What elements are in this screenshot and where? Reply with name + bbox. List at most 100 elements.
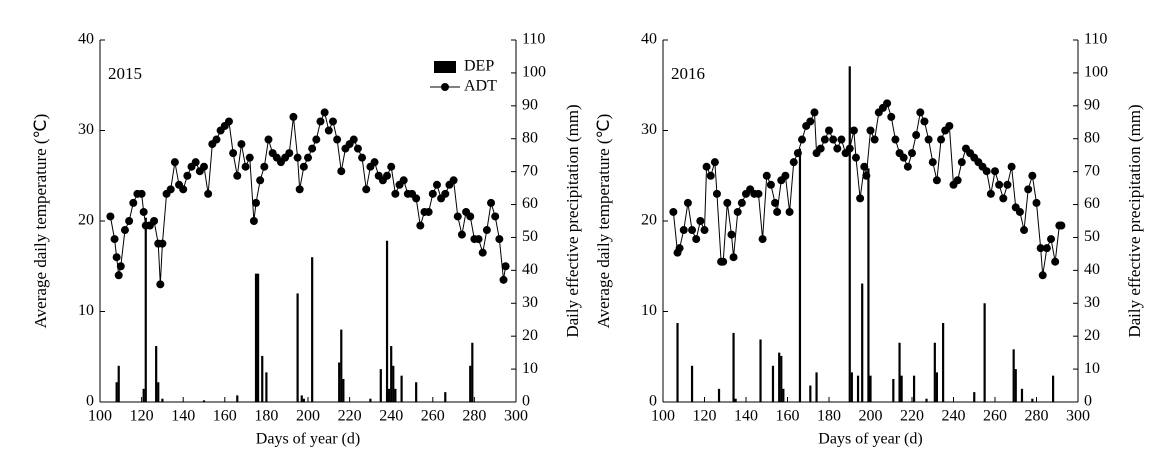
bar — [390, 346, 393, 402]
point — [773, 207, 782, 216]
x-tick-label: 300 — [504, 408, 528, 425]
bar — [236, 395, 239, 402]
point — [474, 235, 483, 244]
bar — [142, 388, 145, 402]
legend-label: DEP — [464, 58, 494, 75]
point — [457, 230, 466, 239]
point — [833, 144, 842, 153]
point — [166, 185, 175, 194]
point — [412, 194, 421, 203]
point — [114, 271, 123, 280]
y-tick-label: 10 — [78, 302, 94, 319]
point — [260, 162, 269, 171]
point — [793, 149, 802, 158]
x-tick-label: 300 — [1066, 408, 1090, 425]
x-axis-label: Days of year (d) — [818, 431, 922, 448]
point — [986, 189, 995, 198]
point — [200, 162, 208, 171]
bar — [759, 339, 762, 402]
y2-tick-label: 100 — [1084, 64, 1108, 81]
point — [241, 162, 250, 171]
point — [137, 189, 146, 198]
bar — [157, 382, 160, 402]
point — [183, 171, 192, 180]
point — [781, 171, 790, 180]
bar — [850, 372, 853, 402]
bar — [415, 382, 418, 402]
point — [737, 198, 746, 207]
y2-tick-label: 50 — [1084, 228, 1100, 245]
point — [789, 158, 798, 167]
point — [1047, 235, 1056, 244]
point — [683, 198, 692, 207]
y2-tick-label: 40 — [1084, 261, 1100, 278]
bar — [302, 398, 305, 402]
point — [758, 235, 767, 244]
bar — [340, 329, 343, 402]
point — [453, 212, 462, 221]
point — [120, 226, 129, 235]
legend-swatch — [434, 61, 456, 73]
bar — [898, 342, 901, 402]
bar — [265, 372, 268, 402]
point — [928, 158, 937, 167]
y2-axis-label: Daily effective precipitation (mm) — [1125, 104, 1144, 337]
y2-tick-label: 110 — [1084, 31, 1107, 48]
point — [304, 153, 312, 162]
y2-tick-label: 10 — [522, 360, 538, 377]
y-tick-label: 0 — [86, 393, 94, 410]
y2-tick-label: 70 — [522, 162, 538, 179]
point — [916, 108, 925, 117]
bar — [771, 365, 775, 402]
x-tick-label: 160 — [776, 408, 800, 425]
point — [982, 167, 991, 176]
point — [125, 217, 134, 225]
bar — [155, 346, 158, 402]
point — [766, 180, 775, 189]
bar — [1012, 349, 1015, 402]
point — [308, 144, 317, 153]
bar — [815, 372, 818, 402]
bar — [254, 273, 258, 402]
point — [1057, 221, 1066, 230]
x-tick-label: 120 — [130, 408, 154, 425]
point — [466, 212, 475, 221]
point — [1020, 226, 1029, 235]
y2-tick-label: 40 — [522, 261, 538, 278]
y2-tick-label: 100 — [522, 64, 546, 81]
bar — [867, 168, 870, 402]
point — [995, 180, 1004, 189]
point — [370, 158, 379, 167]
bar — [144, 217, 147, 402]
x-tick-label: 260 — [983, 408, 1007, 425]
bar — [471, 342, 474, 402]
point — [903, 162, 912, 171]
x-tick-label: 140 — [171, 408, 195, 425]
bar — [848, 66, 851, 402]
point — [264, 135, 273, 144]
point — [495, 235, 504, 244]
point — [899, 153, 908, 162]
point — [441, 189, 450, 198]
point — [249, 217, 258, 225]
bar — [1031, 398, 1034, 402]
bar — [856, 375, 860, 402]
point — [204, 189, 213, 198]
point — [116, 262, 125, 271]
bar — [115, 382, 118, 402]
bar — [798, 148, 802, 402]
point — [289, 112, 298, 121]
x-tick-label: 100 — [88, 408, 112, 425]
point — [912, 131, 921, 140]
bar — [925, 398, 928, 402]
point — [702, 162, 711, 171]
point — [891, 135, 900, 144]
point — [328, 117, 337, 126]
point — [1042, 244, 1051, 253]
x-tick-label: 200 — [296, 408, 320, 425]
bar — [676, 323, 679, 402]
point — [362, 185, 371, 194]
legend-label: ADT — [464, 78, 497, 95]
x-tick-label: 200 — [859, 408, 883, 425]
